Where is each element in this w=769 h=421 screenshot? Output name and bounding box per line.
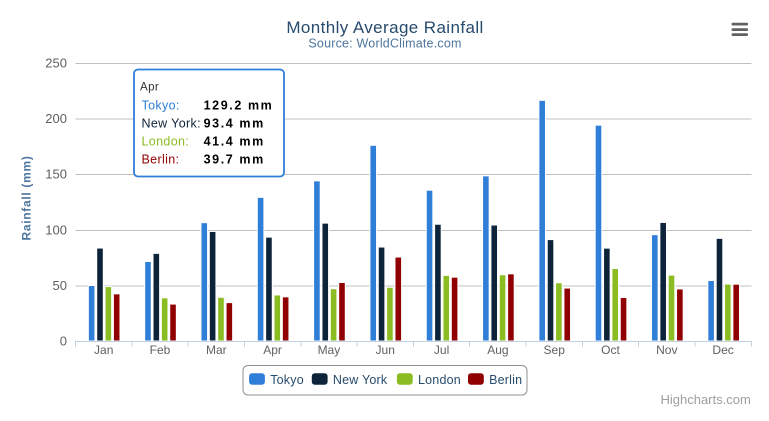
svg-text:London:: London: (142, 134, 190, 148)
svg-text:129.2 mm: 129.2 mm (204, 98, 274, 112)
svg-text:Jul: Jul (434, 343, 449, 357)
svg-text:Rainfall (mm): Rainfall (mm) (20, 155, 34, 240)
svg-text:Sep: Sep (544, 343, 566, 357)
svg-text:93.4 mm: 93.4 mm (204, 117, 265, 131)
svg-text:41.4 mm: 41.4 mm (204, 134, 265, 148)
svg-text:0: 0 (60, 334, 67, 349)
svg-text:150: 150 (45, 167, 67, 182)
svg-text:New York: New York (333, 373, 388, 387)
svg-text:250: 250 (45, 56, 67, 71)
svg-text:Jun: Jun (376, 343, 395, 357)
svg-text:39.7 mm: 39.7 mm (204, 152, 265, 166)
svg-text:Jan: Jan (94, 343, 113, 357)
svg-text:Feb: Feb (150, 343, 171, 357)
svg-text:Berlin: Berlin (489, 373, 522, 387)
svg-text:Source: WorldClimate.com: Source: WorldClimate.com (308, 37, 461, 51)
svg-text:Tokyo:: Tokyo: (142, 98, 180, 112)
svg-text:New York:: New York: (142, 117, 201, 131)
svg-text:Dec: Dec (712, 343, 733, 357)
svg-text:Oct: Oct (601, 343, 620, 357)
svg-text:Aug: Aug (487, 343, 508, 357)
svg-text:100: 100 (45, 222, 67, 237)
svg-text:Berlin:: Berlin: (142, 152, 180, 166)
svg-text:200: 200 (45, 111, 67, 126)
svg-text:May: May (318, 343, 341, 357)
svg-text:Apr: Apr (140, 82, 159, 94)
svg-text:Monthly Average Rainfall: Monthly Average Rainfall (286, 18, 483, 37)
svg-text:50: 50 (53, 278, 67, 293)
svg-text:Apr: Apr (263, 343, 282, 357)
svg-text:Highcharts.com: Highcharts.com (660, 392, 750, 407)
svg-text:Tokyo: Tokyo (270, 373, 304, 387)
svg-text:Mar: Mar (206, 343, 227, 357)
svg-text:London: London (418, 373, 461, 387)
svg-text:Nov: Nov (656, 343, 677, 357)
